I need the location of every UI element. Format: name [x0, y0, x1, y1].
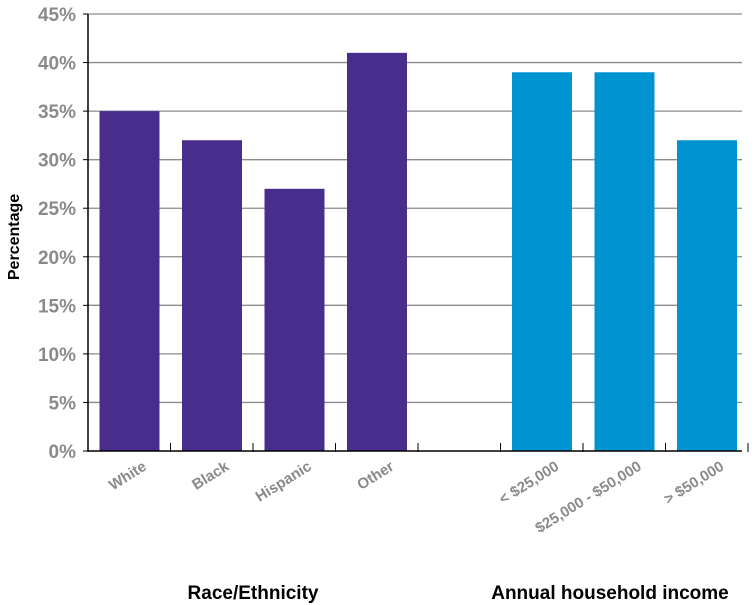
y-tick-label: 35% [38, 102, 76, 123]
bar-white [99, 111, 160, 451]
y-tick-label: 40% [38, 54, 76, 75]
x-category-label: Black [189, 458, 233, 494]
x-category-label: > $50,000 [661, 458, 727, 508]
y-axis-title: Percentage [6, 194, 23, 280]
bar-hispanic [264, 188, 325, 452]
axes [83, 13, 749, 452]
bar-25-000-50-000 [594, 72, 655, 452]
bar-25-000 [512, 72, 572, 452]
x-category-label: Other [354, 458, 397, 494]
bar-50-000 [677, 140, 737, 451]
y-tick-label: 20% [38, 248, 76, 269]
y-tick-label: 15% [38, 296, 76, 317]
y-tick-label: 25% [38, 199, 76, 220]
category-labels: White Black Hispanic Other < $25,000$25,000 … [106, 458, 727, 537]
y-tick-label: 5% [49, 393, 77, 414]
y-tick-label: 30% [38, 151, 76, 172]
y-tick-label: 10% [38, 345, 76, 366]
y-tick-label: 0% [49, 442, 77, 463]
x-category-label: White [106, 458, 150, 494]
group-title-race: Race/Ethnicity [188, 583, 319, 604]
y-tick-label: 45% [38, 5, 76, 26]
x-category-label: < $25,000 [496, 458, 562, 508]
x-category-label: Hispanic [253, 458, 315, 506]
bar-other [347, 52, 407, 451]
bar-black [182, 140, 242, 451]
group-title-income: Annual household income [491, 583, 729, 604]
bars [99, 52, 737, 452]
y-tick-labels: 0% 5% 10% 15% 20% 25% 30% 35% 40% 45% [38, 5, 76, 463]
